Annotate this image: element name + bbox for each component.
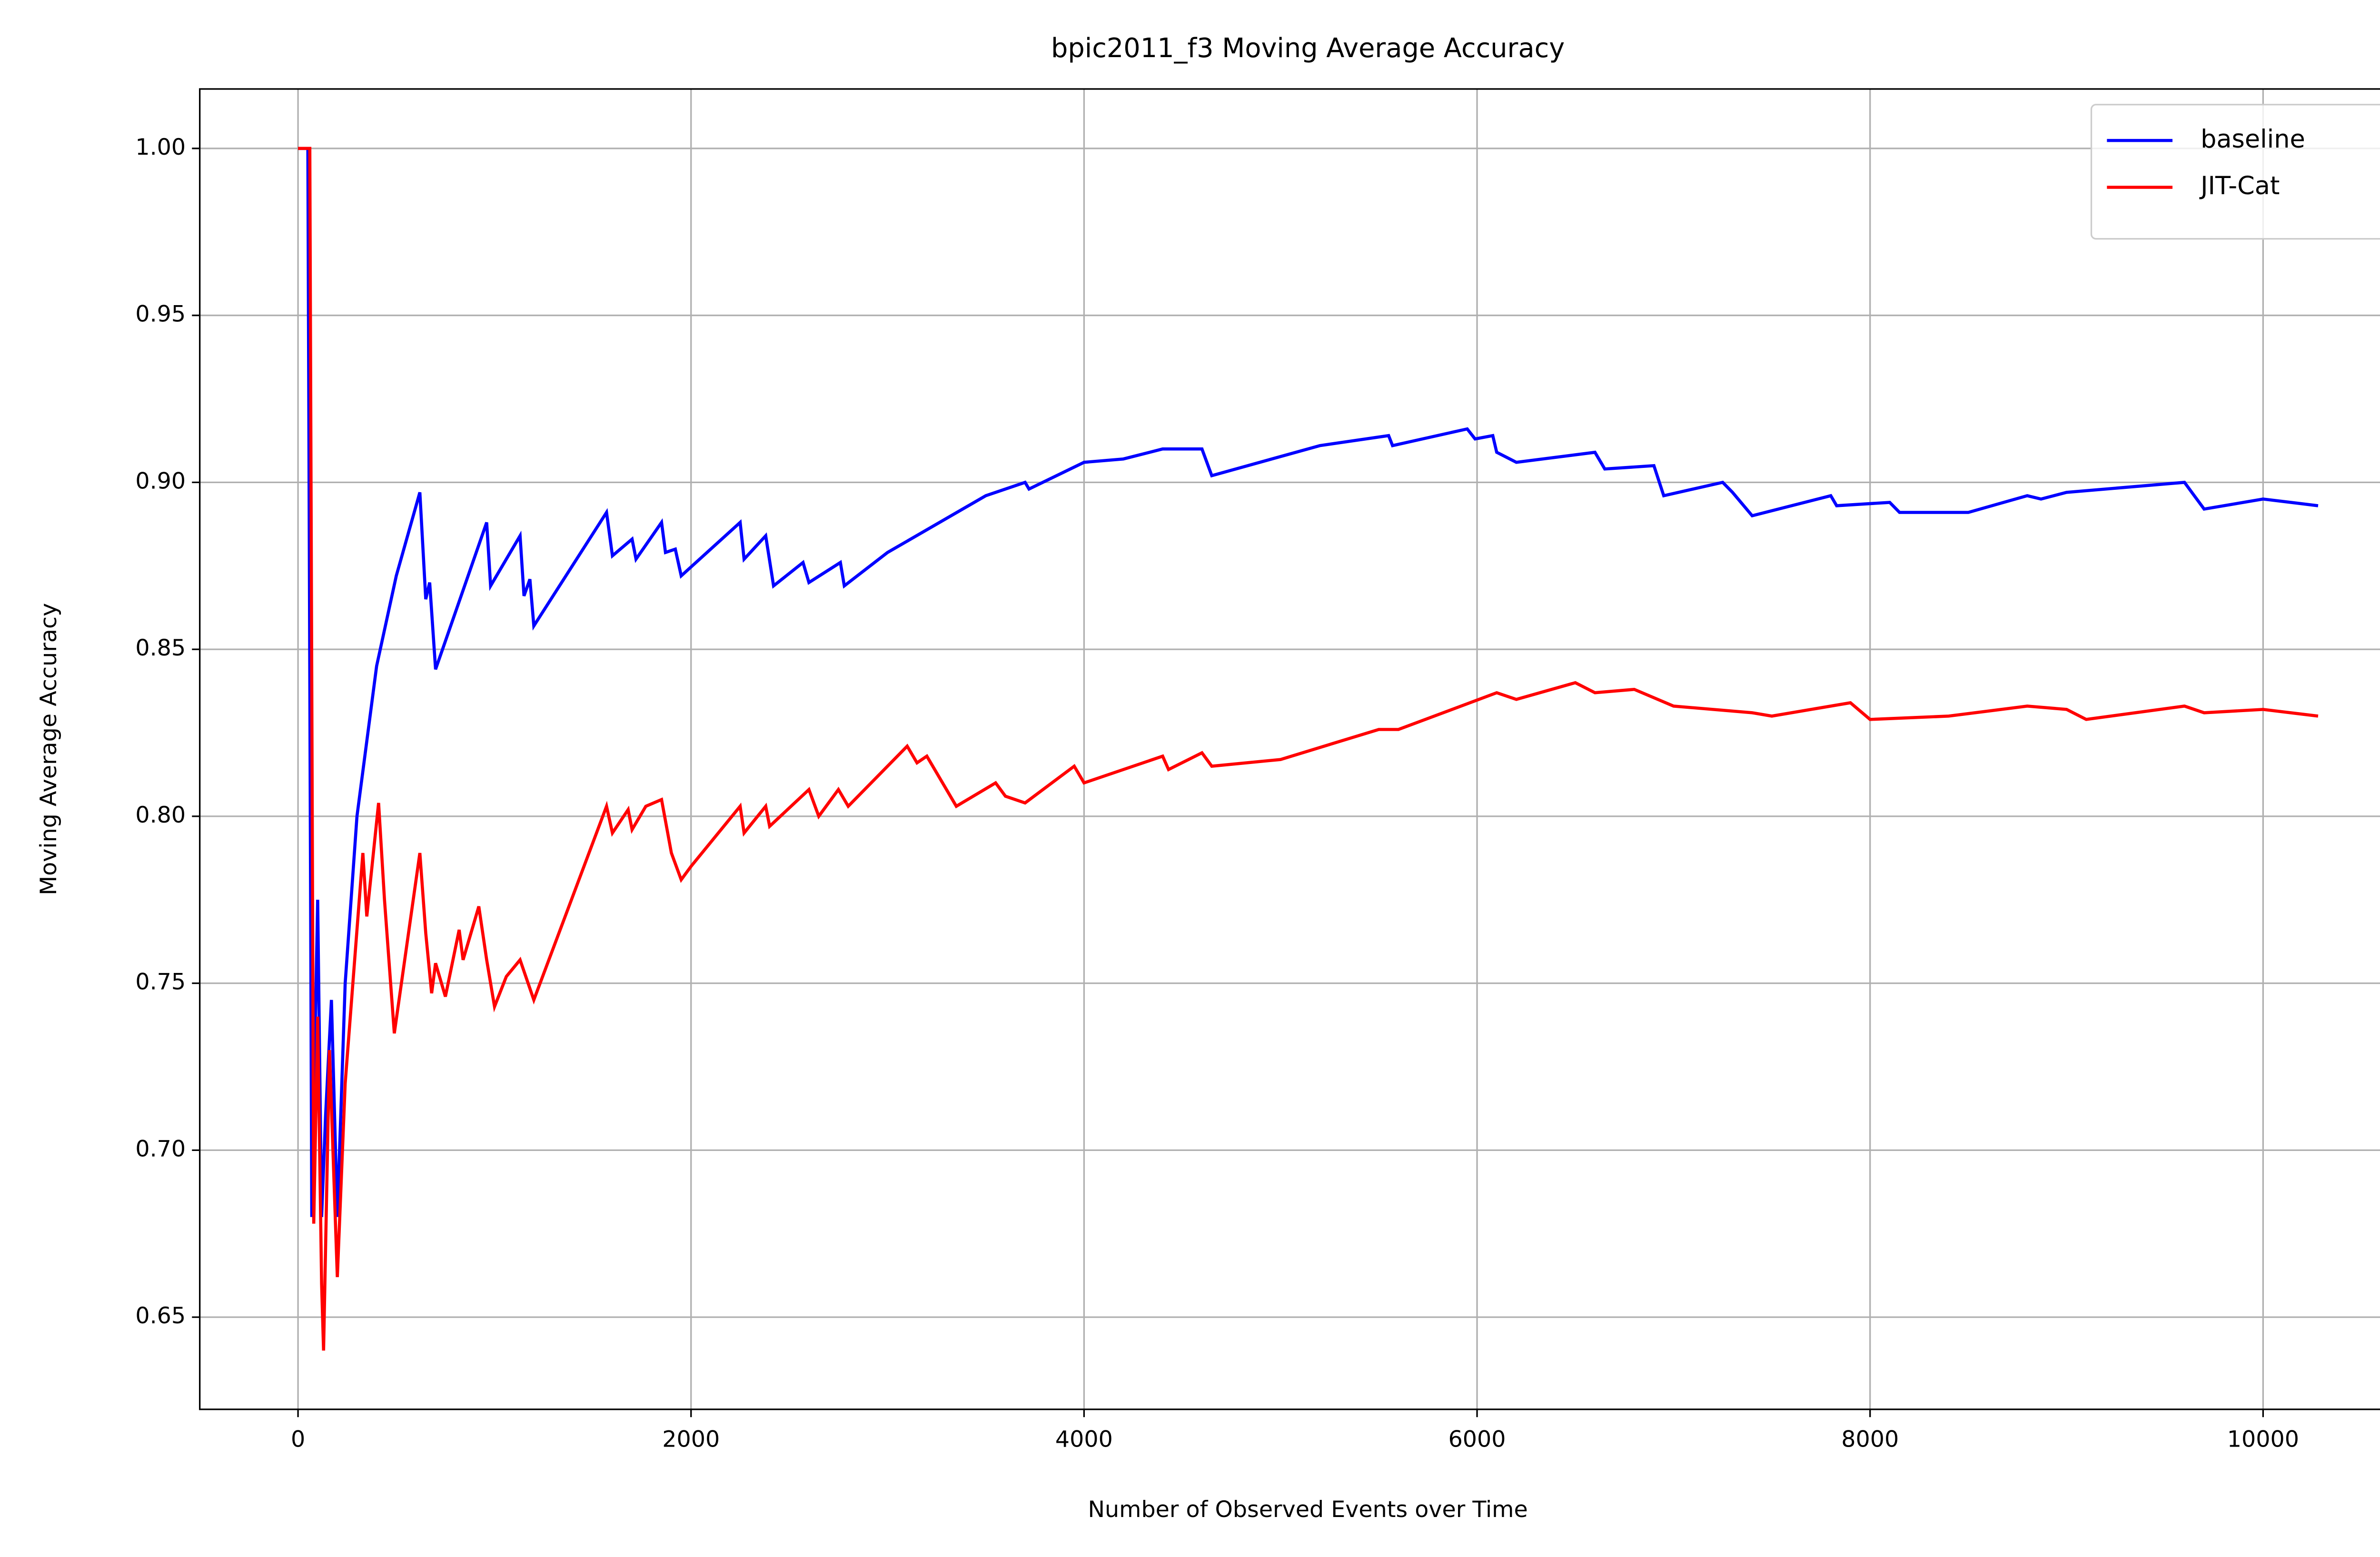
x-tick-label: 4000 (1055, 1426, 1113, 1452)
legend-box (2090, 104, 2380, 240)
plot-frame (199, 88, 2380, 1410)
legend-label: baseline (2201, 125, 2305, 154)
y-tick-label: 0.70 (135, 1136, 186, 1162)
y-axis-label: Moving Average Accuracy (36, 603, 62, 895)
x-axis-label: Number of Observed Events over Time (1088, 1497, 1528, 1523)
line-series (298, 147, 2319, 1217)
y-tick-label: 0.90 (135, 468, 186, 494)
y-tick-label: 0.85 (135, 635, 186, 661)
y-tick-label: 0.75 (135, 969, 186, 995)
legend-label: JIT-Cat (2199, 171, 2280, 200)
x-tick-label: 2000 (662, 1426, 720, 1452)
x-tick-label: 10000 (2227, 1426, 2299, 1452)
y-tick-label: 0.95 (135, 301, 186, 327)
x-tick-label: 8000 (1841, 1426, 1899, 1452)
y-tick-label: 0.65 (135, 1303, 186, 1329)
x-tick-label: 6000 (1448, 1426, 1506, 1452)
x-tick-label: 0 (291, 1426, 305, 1452)
y-tick-label: 1.00 (135, 134, 186, 160)
line-series (298, 147, 2319, 1351)
chart-title: bpic2011_f3 Moving Average Accuracy (1051, 33, 1565, 64)
y-tick-label: 0.80 (135, 802, 186, 828)
